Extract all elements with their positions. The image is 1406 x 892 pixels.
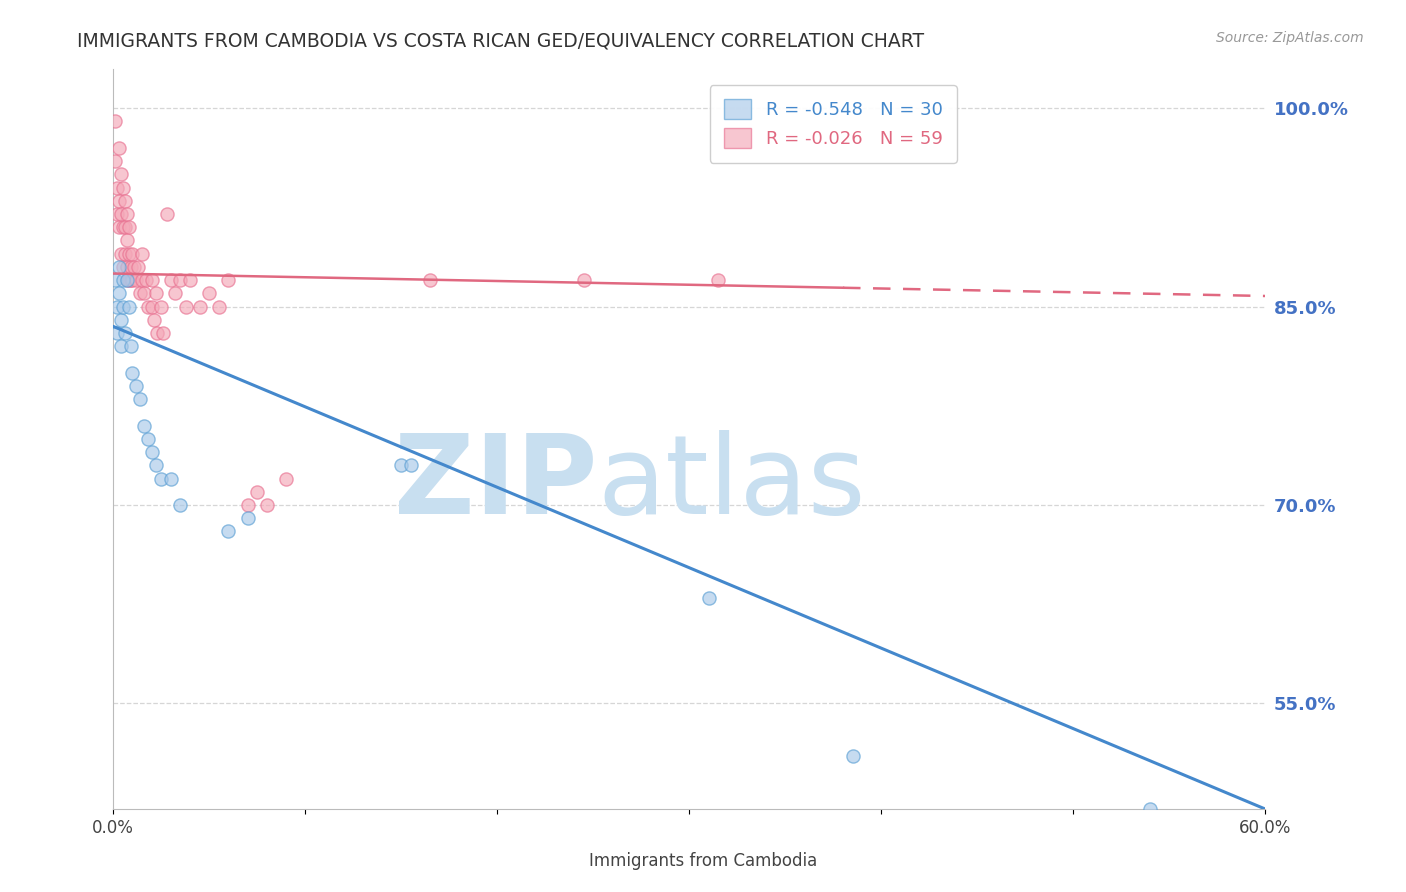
- Point: [120, 273, 142, 287]
- Point: [125, 379, 148, 393]
- Point: [114, 220, 136, 235]
- Point: [163, 286, 186, 301]
- Point: [110, 313, 132, 327]
- Text: Immigrants from Cambodia: Immigrants from Cambodia: [589, 852, 817, 870]
- Point: [110, 246, 132, 260]
- Point: [104, 273, 127, 287]
- Point: [111, 180, 134, 194]
- Point: [218, 273, 240, 287]
- Point: [127, 260, 149, 274]
- Point: [117, 246, 139, 260]
- Point: [111, 260, 134, 274]
- Point: [236, 511, 259, 525]
- Point: [142, 313, 165, 327]
- Point: [246, 484, 269, 499]
- Point: [399, 458, 422, 473]
- Point: [108, 194, 131, 208]
- Point: [117, 273, 139, 287]
- Point: [419, 273, 441, 287]
- Point: [110, 207, 132, 221]
- Point: [136, 432, 159, 446]
- Point: [120, 339, 142, 353]
- Point: [105, 326, 128, 340]
- Point: [188, 300, 211, 314]
- Point: [152, 326, 174, 340]
- Point: [111, 273, 134, 287]
- Point: [131, 273, 153, 287]
- Point: [697, 591, 720, 605]
- Text: IMMIGRANTS FROM CAMBODIA VS COSTA RICAN GED/EQUIVALENCY CORRELATION CHART: IMMIGRANTS FROM CAMBODIA VS COSTA RICAN …: [77, 31, 925, 50]
- Point: [707, 273, 730, 287]
- Point: [198, 286, 221, 301]
- Point: [111, 300, 134, 314]
- Point: [108, 286, 131, 301]
- Text: atlas: atlas: [598, 430, 866, 537]
- Point: [208, 300, 231, 314]
- Text: ZIP: ZIP: [394, 430, 598, 537]
- Point: [115, 273, 138, 287]
- Point: [160, 471, 183, 485]
- Point: [132, 286, 155, 301]
- Point: [104, 154, 127, 169]
- Point: [105, 207, 128, 221]
- Point: [121, 273, 143, 287]
- Point: [110, 167, 132, 181]
- Point: [572, 273, 595, 287]
- Point: [141, 300, 163, 314]
- Point: [121, 366, 143, 380]
- Point: [145, 458, 167, 473]
- Point: [169, 273, 191, 287]
- Point: [256, 498, 278, 512]
- Point: [136, 300, 159, 314]
- Point: [174, 300, 197, 314]
- Point: [179, 273, 201, 287]
- Point: [129, 392, 152, 406]
- Point: [108, 141, 131, 155]
- Point: [841, 749, 863, 764]
- Point: [115, 234, 138, 248]
- Text: Source: ZipAtlas.com: Source: ZipAtlas.com: [1216, 31, 1364, 45]
- Point: [389, 458, 412, 473]
- Point: [274, 471, 297, 485]
- Point: [115, 260, 138, 274]
- Point: [114, 194, 136, 208]
- Point: [121, 246, 143, 260]
- Point: [110, 339, 132, 353]
- Point: [114, 246, 136, 260]
- Point: [141, 273, 163, 287]
- Point: [131, 246, 153, 260]
- Point: [156, 207, 179, 221]
- Point: [104, 114, 127, 128]
- Point: [150, 300, 173, 314]
- Point: [141, 445, 163, 459]
- Point: [150, 471, 173, 485]
- Point: [105, 180, 128, 194]
- Point: [108, 260, 131, 274]
- Point: [125, 273, 148, 287]
- Point: [236, 498, 259, 512]
- Point: [129, 286, 152, 301]
- Point: [160, 273, 183, 287]
- Point: [117, 300, 139, 314]
- Point: [1139, 802, 1161, 816]
- Point: [135, 273, 157, 287]
- Point: [120, 260, 142, 274]
- Point: [115, 273, 138, 287]
- Point: [169, 498, 191, 512]
- Point: [132, 418, 155, 433]
- Point: [108, 220, 131, 235]
- Point: [218, 524, 240, 539]
- Point: [117, 220, 139, 235]
- Point: [105, 300, 128, 314]
- Legend: R = -0.548   N = 30, R = -0.026   N = 59: R = -0.548 N = 30, R = -0.026 N = 59: [710, 85, 957, 162]
- Point: [114, 326, 136, 340]
- Point: [115, 207, 138, 221]
- Point: [111, 220, 134, 235]
- Point: [146, 326, 169, 340]
- Point: [145, 286, 167, 301]
- Point: [124, 260, 146, 274]
